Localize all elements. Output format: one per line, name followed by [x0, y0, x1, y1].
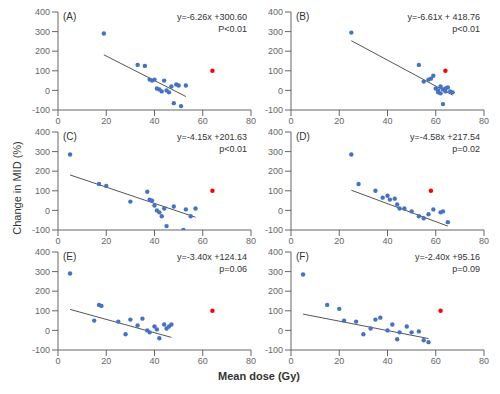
html-text:y=-4.58x +217.54: y=-4.58x +217.54	[409, 132, 480, 142]
svg-text:400: 400	[268, 128, 283, 137]
svg-text:60: 60	[198, 236, 208, 246]
html-text:y=-6.26x +300.60: y=-6.26x +300.60	[176, 12, 247, 22]
svg-text:-100: -100	[32, 345, 50, 355]
svg-text:-100: -100	[265, 345, 283, 355]
svg-text:200: 200	[268, 166, 283, 176]
svg-text:300: 300	[35, 267, 50, 277]
svg-text:400: 400	[268, 248, 283, 257]
svg-text:400: 400	[35, 128, 50, 137]
svg-text:0: 0	[288, 356, 293, 366]
svg-text:60: 60	[431, 116, 441, 126]
svg-text:300: 300	[268, 267, 283, 277]
svg-text:100: 100	[268, 186, 283, 196]
svg-text:40: 40	[382, 236, 392, 246]
svg-text:100: 100	[268, 66, 283, 76]
svg-text:200: 200	[35, 286, 50, 296]
svg-text:-100: -100	[32, 225, 50, 235]
svg-text:80: 80	[479, 236, 489, 246]
svg-text:200: 200	[35, 46, 50, 56]
svg-text:400: 400	[35, 248, 50, 257]
svg-text:20: 20	[101, 116, 111, 126]
svg-text:300: 300	[268, 147, 283, 157]
html-text:P<0.01: P<0.01	[218, 24, 247, 34]
html-text:p=0.06: p=0.06	[219, 264, 247, 274]
svg-text:100: 100	[35, 306, 50, 316]
svg-text:80: 80	[246, 236, 256, 246]
svg-text:100: 100	[268, 306, 283, 316]
svg-text:60: 60	[198, 116, 208, 126]
svg-text:40: 40	[382, 116, 392, 126]
svg-text:40: 40	[149, 116, 159, 126]
svg-text:100: 100	[35, 66, 50, 76]
svg-text:0: 0	[288, 116, 293, 126]
html-text:(B): (B)	[296, 11, 310, 22]
svg-text:80: 80	[246, 116, 256, 126]
html-text:y=-6.61x + 418.76: y=-6.61x + 418.76	[407, 12, 480, 22]
svg-text:0: 0	[45, 326, 50, 336]
html-text:(E): (E)	[63, 251, 77, 262]
svg-text:80: 80	[246, 356, 256, 366]
svg-text:0: 0	[55, 236, 60, 246]
html-text:p=0.02: p=0.02	[452, 144, 480, 154]
svg-text:200: 200	[268, 46, 283, 56]
svg-text:-100: -100	[265, 105, 283, 115]
svg-text:40: 40	[149, 356, 159, 366]
svg-text:20: 20	[334, 116, 344, 126]
svg-text:60: 60	[431, 236, 441, 246]
html-text:Mean dose (Gy): Mean dose (Gy)	[218, 370, 300, 382]
svg-text:100: 100	[35, 186, 50, 196]
svg-text:0: 0	[278, 326, 283, 336]
svg-text:-100: -100	[265, 225, 283, 235]
svg-text:40: 40	[149, 236, 159, 246]
html-text:y=-4.15x +201.63: y=-4.15x +201.63	[176, 132, 247, 142]
svg-text:300: 300	[35, 147, 50, 157]
html-text:(F): (F)	[296, 251, 309, 262]
html-text:Change in MID (%): Change in MID (%)	[11, 141, 23, 235]
html-text:(D): (D)	[296, 131, 310, 142]
svg-text:0: 0	[288, 236, 293, 246]
svg-text:40: 40	[382, 356, 392, 366]
svg-text:0: 0	[278, 206, 283, 216]
svg-text:60: 60	[198, 356, 208, 366]
svg-text:200: 200	[268, 286, 283, 296]
svg-text:0: 0	[45, 206, 50, 216]
html-text:y=-2.40x +95.16: y=-2.40x +95.16	[414, 252, 480, 262]
svg-text:20: 20	[101, 236, 111, 246]
html-text:(C): (C)	[63, 131, 77, 142]
html-text:p<0.01: p<0.01	[452, 24, 480, 34]
svg-text:60: 60	[431, 356, 441, 366]
html-text:p<0.01: p<0.01	[219, 144, 247, 154]
svg-text:300: 300	[35, 27, 50, 37]
svg-text:400: 400	[35, 8, 50, 17]
svg-text:400: 400	[268, 8, 283, 17]
svg-text:0: 0	[55, 356, 60, 366]
svg-text:80: 80	[479, 356, 489, 366]
svg-text:20: 20	[101, 356, 111, 366]
svg-text:300: 300	[268, 27, 283, 37]
svg-text:200: 200	[35, 166, 50, 176]
html-text:p=0.09: p=0.09	[452, 264, 480, 274]
svg-text:-100: -100	[32, 105, 50, 115]
svg-text:20: 20	[334, 236, 344, 246]
html-text:y=-3.40x +124.14: y=-3.40x +124.14	[176, 252, 247, 262]
svg-text:0: 0	[45, 86, 50, 96]
html-text:(A): (A)	[63, 11, 77, 22]
svg-text:20: 20	[334, 356, 344, 366]
svg-text:0: 0	[55, 116, 60, 126]
svg-text:80: 80	[479, 116, 489, 126]
svg-text:0: 0	[278, 86, 283, 96]
